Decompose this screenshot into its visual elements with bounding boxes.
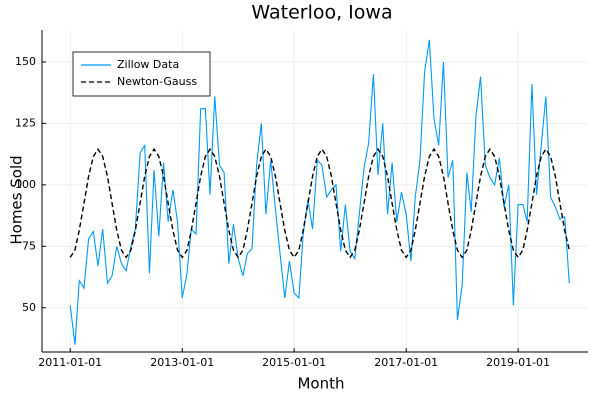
y-tick-label: 50 — [22, 301, 36, 314]
y-tick-label: 100 — [15, 178, 36, 191]
x-tick-label: 2015-01-01 — [262, 356, 326, 369]
data-line — [69, 39, 570, 345]
x-tick-label: 2017-01-01 — [374, 356, 438, 369]
y-tick-label: 75 — [22, 239, 36, 252]
y-tick-label: 125 — [15, 116, 36, 129]
legend-label: Newton-Gauss — [117, 75, 197, 88]
legend-label: Zillow Data — [117, 58, 179, 71]
data-line — [69, 147, 570, 259]
x-axis-label: Month — [297, 375, 344, 393]
x-tick-label: 2013-01-01 — [150, 356, 214, 369]
legend-box — [72, 51, 211, 97]
y-tick-label: 150 — [15, 55, 36, 68]
legend: Zillow Data Newton-Gauss — [72, 51, 211, 97]
y-axis-label: Homes Sold — [8, 155, 26, 244]
x-tick-label: 2019-01-01 — [486, 356, 550, 369]
x-tick-label: 2011-01-01 — [38, 356, 102, 369]
chart-title: Waterloo, Iowa — [251, 2, 392, 24]
